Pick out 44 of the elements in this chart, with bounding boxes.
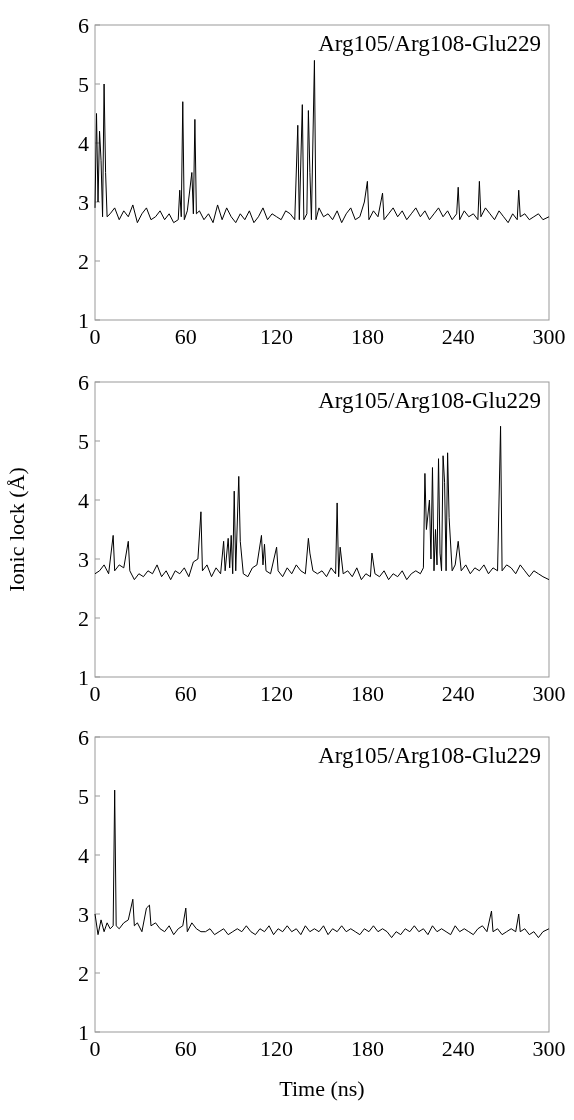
line-series: [94, 59, 550, 224]
x-tick-label: 120: [260, 1036, 294, 1061]
x-tick-label: 300: [532, 324, 566, 349]
y-tick-label: 6: [78, 369, 89, 395]
x-tick-label: 240: [441, 324, 475, 349]
x-tick-label: 120: [260, 324, 294, 349]
y-tick-label: 4: [78, 130, 89, 156]
y-tick-label: 1: [78, 664, 89, 690]
x-tick-label: 60: [174, 681, 197, 706]
y-tick-label: 3: [78, 546, 89, 572]
annotation: Arg105/Arg108-Glu229: [318, 743, 541, 768]
y-tick-label: 1: [78, 1019, 89, 1045]
annotation: Arg105/Arg108-Glu229: [318, 31, 541, 56]
line-series: [94, 425, 550, 581]
y-tick-label: 3: [78, 189, 89, 215]
x-axis-title: Time (ns): [279, 1076, 365, 1101]
y-tick-label: 5: [78, 71, 89, 97]
x-tick-label: 240: [441, 1036, 475, 1061]
y-axis-title: Ionic lock (Å): [4, 467, 29, 592]
y-tick-label: 3: [78, 901, 89, 927]
y-tick-label: 1: [78, 307, 89, 333]
x-tick-label: 180: [350, 324, 384, 349]
y-tick-label: 4: [78, 842, 89, 868]
x-tick-label: 300: [532, 1036, 566, 1061]
x-tick-label: 120: [260, 681, 294, 706]
x-tick-label: 0: [89, 1036, 101, 1061]
y-tick-label: 2: [78, 248, 89, 274]
y-tick-label: 2: [78, 605, 89, 631]
x-tick-label: 240: [441, 681, 475, 706]
y-tick-label: 6: [78, 12, 89, 38]
y-tick-label: 5: [78, 783, 89, 809]
y-tick-label: 5: [78, 428, 89, 454]
annotation: Arg105/Arg108-Glu229: [318, 388, 541, 413]
x-tick-label: 180: [350, 1036, 384, 1061]
x-tick-label: 0: [89, 324, 101, 349]
line-series: [94, 789, 550, 939]
y-tick-label: 6: [78, 724, 89, 750]
x-tick-label: 180: [350, 681, 384, 706]
x-tick-label: 60: [174, 324, 197, 349]
x-tick-label: 0: [89, 681, 101, 706]
y-tick-label: 4: [78, 487, 89, 513]
x-tick-label: 300: [532, 681, 566, 706]
x-tick-label: 60: [174, 1036, 197, 1061]
y-tick-label: 2: [78, 960, 89, 986]
